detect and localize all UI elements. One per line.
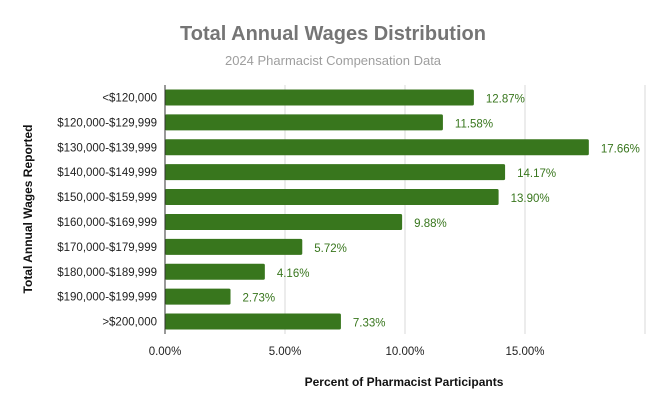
bar <box>165 139 589 156</box>
bar <box>165 263 265 280</box>
data-label: 2.73% <box>243 293 276 305</box>
bar <box>165 189 499 206</box>
bar <box>165 288 231 305</box>
bar <box>165 213 403 230</box>
data-label: 5.72% <box>314 243 347 255</box>
category-label: $180,000-$189,999 <box>57 267 157 279</box>
data-label: 7.33% <box>353 318 386 330</box>
data-labels: 12.87% 11.58% 17.66% 14.17% 13.90% 9.88% 5.72%… <box>243 93 640 329</box>
category-label: $130,000-$139,999 <box>57 142 157 154</box>
chart-title: Total Annual Wages Distribution <box>180 23 486 45</box>
x-axis-title: Percent of Pharmacist Participants <box>305 375 504 389</box>
category-label: <$120,000 <box>102 92 157 104</box>
data-label: 13.90% <box>511 193 550 205</box>
x-tick-label: 0.00% <box>149 346 182 358</box>
category-label: $190,000-$199,999 <box>57 292 157 304</box>
x-tick-label: 10.00% <box>385 346 424 358</box>
category-label: $120,000-$129,999 <box>57 117 157 129</box>
category-label: >$200,000 <box>102 317 157 329</box>
category-label: $170,000-$179,999 <box>57 242 157 254</box>
x-tick-label: 15.00% <box>505 346 544 358</box>
data-label: 12.87% <box>486 93 525 105</box>
category-label: $140,000-$149,999 <box>57 167 157 179</box>
data-label: 17.66% <box>601 143 640 155</box>
bar <box>165 313 341 330</box>
bar <box>165 238 303 255</box>
category-label: $160,000-$169,999 <box>57 217 157 229</box>
data-label: 9.88% <box>414 218 447 230</box>
bar <box>165 164 506 181</box>
data-label: 14.17% <box>517 168 556 180</box>
category-label: $150,000-$159,999 <box>57 192 157 204</box>
data-label: 4.16% <box>277 268 310 280</box>
bars <box>165 89 589 330</box>
bar <box>165 89 474 106</box>
category-labels: <$120,000 $120,000-$129,999 $130,000-$139,… <box>57 92 157 328</box>
y-axis-title: Total Annual Wages Reported <box>21 125 35 294</box>
bar <box>165 114 443 131</box>
x-tick-labels: 0.00% 5.00% 10.00% 15.00% <box>149 346 545 358</box>
data-label: 11.58% <box>455 118 493 130</box>
chart-subtitle: 2024 Pharmacist Compensation Data <box>225 53 442 68</box>
x-tick-label: 5.00% <box>269 346 302 358</box>
